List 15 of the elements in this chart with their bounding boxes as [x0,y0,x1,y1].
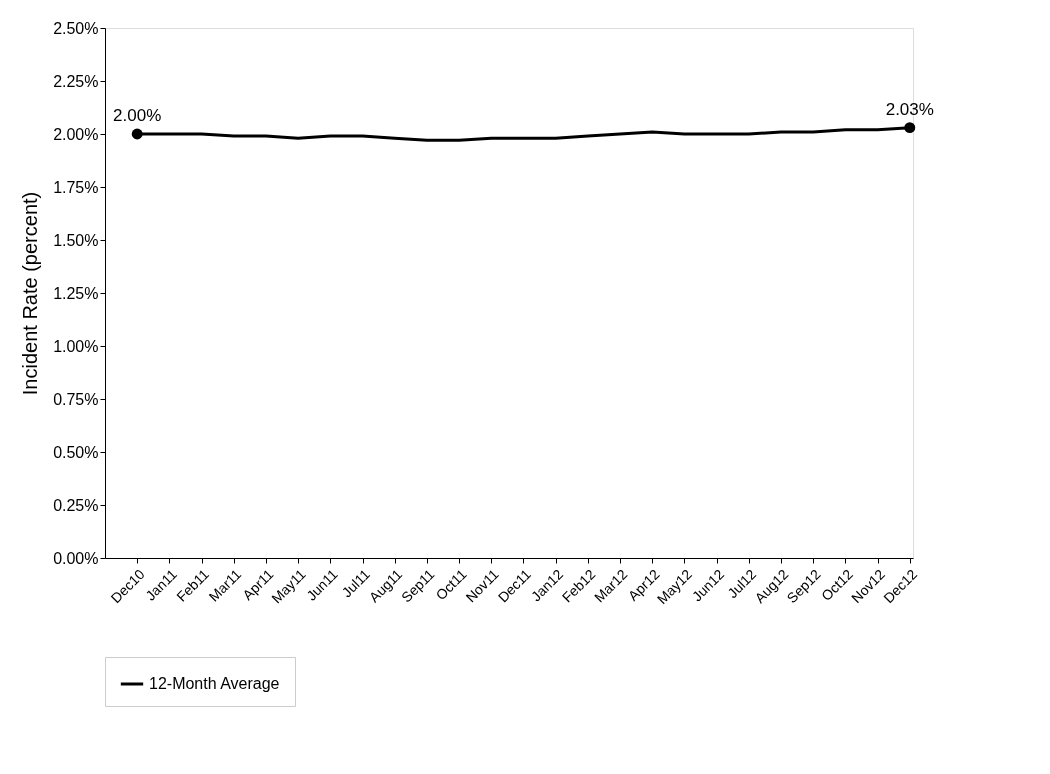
y-tick-label: 1.25% [53,284,99,302]
data-label: 2.03% [885,99,934,119]
y-tick-label: 2.25% [53,72,99,90]
y-tick-label: 1.50% [53,231,99,249]
y-tick-label: 1.75% [53,178,99,196]
y-tick-label: 0.00% [53,549,99,567]
y-tick-label: 2.50% [53,19,99,37]
y-tick-label: 0.75% [53,390,99,408]
y-axis-title: Incident Rate (percent) [19,191,42,396]
y-tick-label: 2.00% [53,125,99,143]
y-tick-label: 1.00% [53,337,99,355]
y-tick-label: 0.50% [53,443,99,461]
data-label: 2.00% [113,106,162,125]
y-tick-label: 0.25% [53,496,99,514]
legend-label: 12-Month Average [149,675,280,692]
